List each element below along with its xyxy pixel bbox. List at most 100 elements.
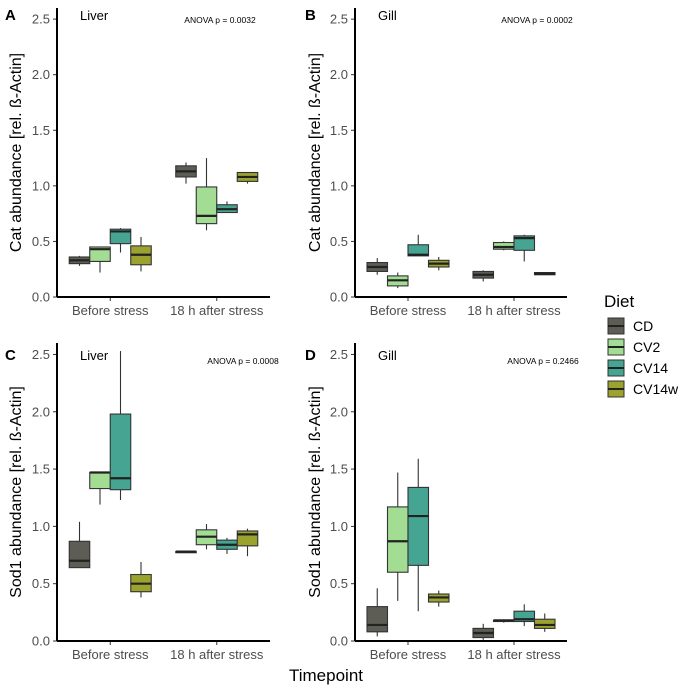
panel-d: 0.0 0.5 1.0 1.5 2.0 2.5 Before stress 18 h afte… [305, 343, 579, 662]
y-tick-label: 0.5 [32, 576, 50, 591]
legend-item-cv14: CV14 [607, 359, 668, 377]
box-iqr [513, 235, 536, 251]
box-cd [472, 270, 495, 282]
box-iqr [195, 186, 218, 225]
panel-letter: B [305, 7, 316, 24]
box-cv14 [407, 234, 430, 257]
box-cv14 [109, 351, 132, 501]
box-cv2 [195, 524, 218, 550]
box-cd [472, 623, 495, 640]
x-tick-label: Before stress [72, 303, 149, 318]
tissue-label: Liver [80, 8, 109, 23]
y-tick-label: 1.5 [330, 123, 348, 138]
box-iqr [366, 606, 389, 633]
y-tick-label: 1.0 [32, 178, 50, 193]
box-cv14 [109, 228, 132, 253]
x-tick-label: 18 h after stress [170, 303, 264, 318]
panel-b: 0.0 0.5 1.0 1.5 2.0 2.5 Before stress 18 h afte… [305, 7, 573, 318]
panel-letter: D [305, 347, 316, 364]
anova-annotation: ANOVA p = 0.0032 [184, 15, 256, 25]
y-tick-label: 1.0 [330, 178, 348, 193]
box-iqr [386, 506, 409, 573]
box-iqr [68, 540, 91, 569]
tissue-label: Gill [378, 8, 397, 23]
y-axis-title: Sod1 abundance [rel. ß-Actin] [307, 386, 324, 598]
box-cv14 [216, 201, 238, 214]
box-iqr [513, 610, 536, 623]
y-tick-label: 2.5 [32, 347, 50, 362]
box-cd [366, 258, 389, 275]
y-tick-label: 2.5 [330, 347, 348, 362]
panel-c: 0.0 0.5 1.0 1.5 2.0 2.5 Before stress 18 h afte… [5, 343, 279, 662]
box-cv14w [130, 561, 152, 598]
box-iqr [109, 228, 132, 245]
legend-label: CV14 [633, 360, 668, 376]
box-cv2 [386, 472, 409, 601]
box-cv14w [533, 271, 556, 276]
box-iqr [407, 486, 430, 566]
anova-annotation: ANOVA p = 0.2466 [507, 356, 579, 366]
box-cv14w [236, 171, 259, 184]
x-tick-label: Before stress [370, 303, 447, 318]
box-cd [175, 550, 197, 554]
y-tick-label: 2.5 [330, 12, 348, 27]
box-cv14 [407, 458, 430, 612]
box-iqr [236, 530, 259, 547]
x-tick-label: Before stress [370, 647, 447, 662]
legend-label: CV14w [633, 381, 679, 397]
legend-label: CD [633, 318, 653, 334]
y-tick-label: 1.5 [32, 462, 50, 477]
box-iqr [407, 244, 430, 257]
box-cd [366, 588, 389, 637]
box-cv2 [386, 272, 409, 289]
x-tick-label: 18 h after stress [467, 303, 561, 318]
y-tick-label: 2.0 [32, 67, 50, 82]
y-tick-label: 1.0 [32, 519, 50, 534]
y-tick-label: 2.0 [32, 404, 50, 419]
box-cv14 [513, 604, 536, 627]
box-iqr [533, 618, 556, 629]
box-cv14w [130, 236, 152, 272]
legend-item-cd: CD [607, 317, 653, 335]
anova-annotation: ANOVA p = 0.0002 [501, 15, 573, 25]
box-cv14w [236, 528, 259, 557]
tissue-label: Liver [80, 348, 109, 363]
tissue-label: Gill [378, 348, 397, 363]
legend: Diet CD CV2 CV14 CV14w [604, 292, 679, 398]
y-tick-label: 1.5 [330, 462, 348, 477]
box-cv14 [513, 234, 536, 262]
box-cv14w [427, 590, 450, 607]
panel-letter: C [5, 347, 16, 364]
y-tick-label: 2.0 [330, 404, 348, 419]
x-tick-label: 18 h after stress [170, 647, 264, 662]
box-cv2 [492, 241, 515, 251]
y-axis-title: Sod1 abundance [rel. ß-Actin] [8, 386, 25, 598]
box-cd [175, 162, 197, 184]
y-tick-label: 0.5 [330, 234, 348, 249]
y-tick-label: 0.0 [32, 290, 50, 305]
y-tick-label: 2.0 [330, 67, 348, 82]
y-tick-label: 0.5 [32, 234, 50, 249]
y-tick-label: 2.5 [32, 12, 50, 27]
y-tick-label: 1.5 [32, 123, 50, 138]
y-tick-label: 0.5 [330, 576, 348, 591]
x-tick-label: Before stress [72, 647, 149, 662]
y-tick-label: 0.0 [330, 290, 348, 305]
box-cv14w [533, 613, 556, 632]
box-cv14w [427, 256, 450, 271]
anova-annotation: ANOVA p = 0.0008 [207, 356, 279, 366]
y-tick-label: 0.0 [32, 634, 50, 649]
legend-label: CV2 [633, 339, 660, 355]
x-tick-label: 18 h after stress [467, 647, 561, 662]
y-tick-label: 0.0 [330, 634, 348, 649]
y-tick-label: 1.0 [330, 519, 348, 534]
box-iqr [492, 241, 515, 250]
legend-item-cv2: CV2 [607, 338, 660, 356]
panel-letter: A [5, 7, 16, 24]
box-iqr [89, 471, 111, 490]
box-iqr [89, 246, 111, 262]
panel-a: 0.0 0.5 1.0 1.5 2.0 2.5 Before stress 18 h afte… [5, 7, 270, 318]
y-axis-title: Cat abundance [rel. ß-Actin] [307, 53, 324, 252]
